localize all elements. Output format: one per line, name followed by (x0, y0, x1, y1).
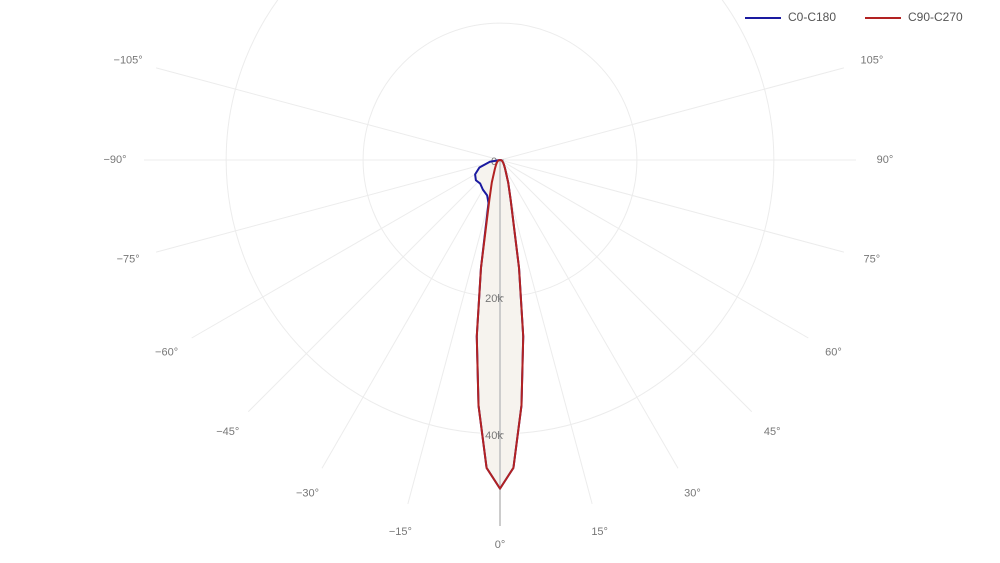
legend-label: C90-C270 (908, 10, 963, 24)
series-line (475, 159, 525, 490)
angle-tick-label: −75° (117, 254, 140, 266)
angle-tick-label: 75° (864, 254, 881, 266)
angle-tick-label: −30° (296, 487, 319, 499)
angle-tick-label: 60° (825, 346, 842, 358)
angle-tick-label: 105° (860, 54, 883, 66)
angle-tick-label: 0° (495, 539, 506, 551)
angle-grid-line (156, 67, 501, 161)
angle-grid-line (499, 159, 809, 339)
angle-tick-label: 45° (764, 426, 781, 438)
angle-grid-line (499, 67, 844, 161)
angle-tick-label: 90° (877, 154, 894, 166)
angle-grid-line (156, 159, 501, 253)
angle-grid-line (499, 159, 593, 504)
angle-tick-label: −15° (389, 526, 412, 538)
legend-item: C90-C270 (865, 10, 963, 24)
angle-grid-line (499, 159, 844, 253)
angle-grid-line (191, 159, 501, 339)
angle-grid-line (499, 159, 679, 469)
angle-grid-line (407, 159, 501, 504)
legend-item: C0-C180 (745, 10, 836, 24)
angle-tick-label: −60° (155, 346, 178, 358)
angle-grid-line (499, 159, 753, 413)
angle-tick-label: 30° (684, 487, 701, 499)
angle-tick-label: −90° (103, 154, 126, 166)
radial-tick-label: 40k (485, 430, 503, 442)
angle-tick-label: −45° (216, 426, 239, 438)
angle-tick-label: 15° (591, 526, 608, 538)
angle-grid-line (247, 159, 501, 413)
angle-grid-line (321, 159, 501, 469)
radial-tick-label: 20k (485, 293, 503, 305)
angle-tick-label: −105° (114, 54, 143, 66)
legend-label: C0-C180 (788, 10, 836, 24)
